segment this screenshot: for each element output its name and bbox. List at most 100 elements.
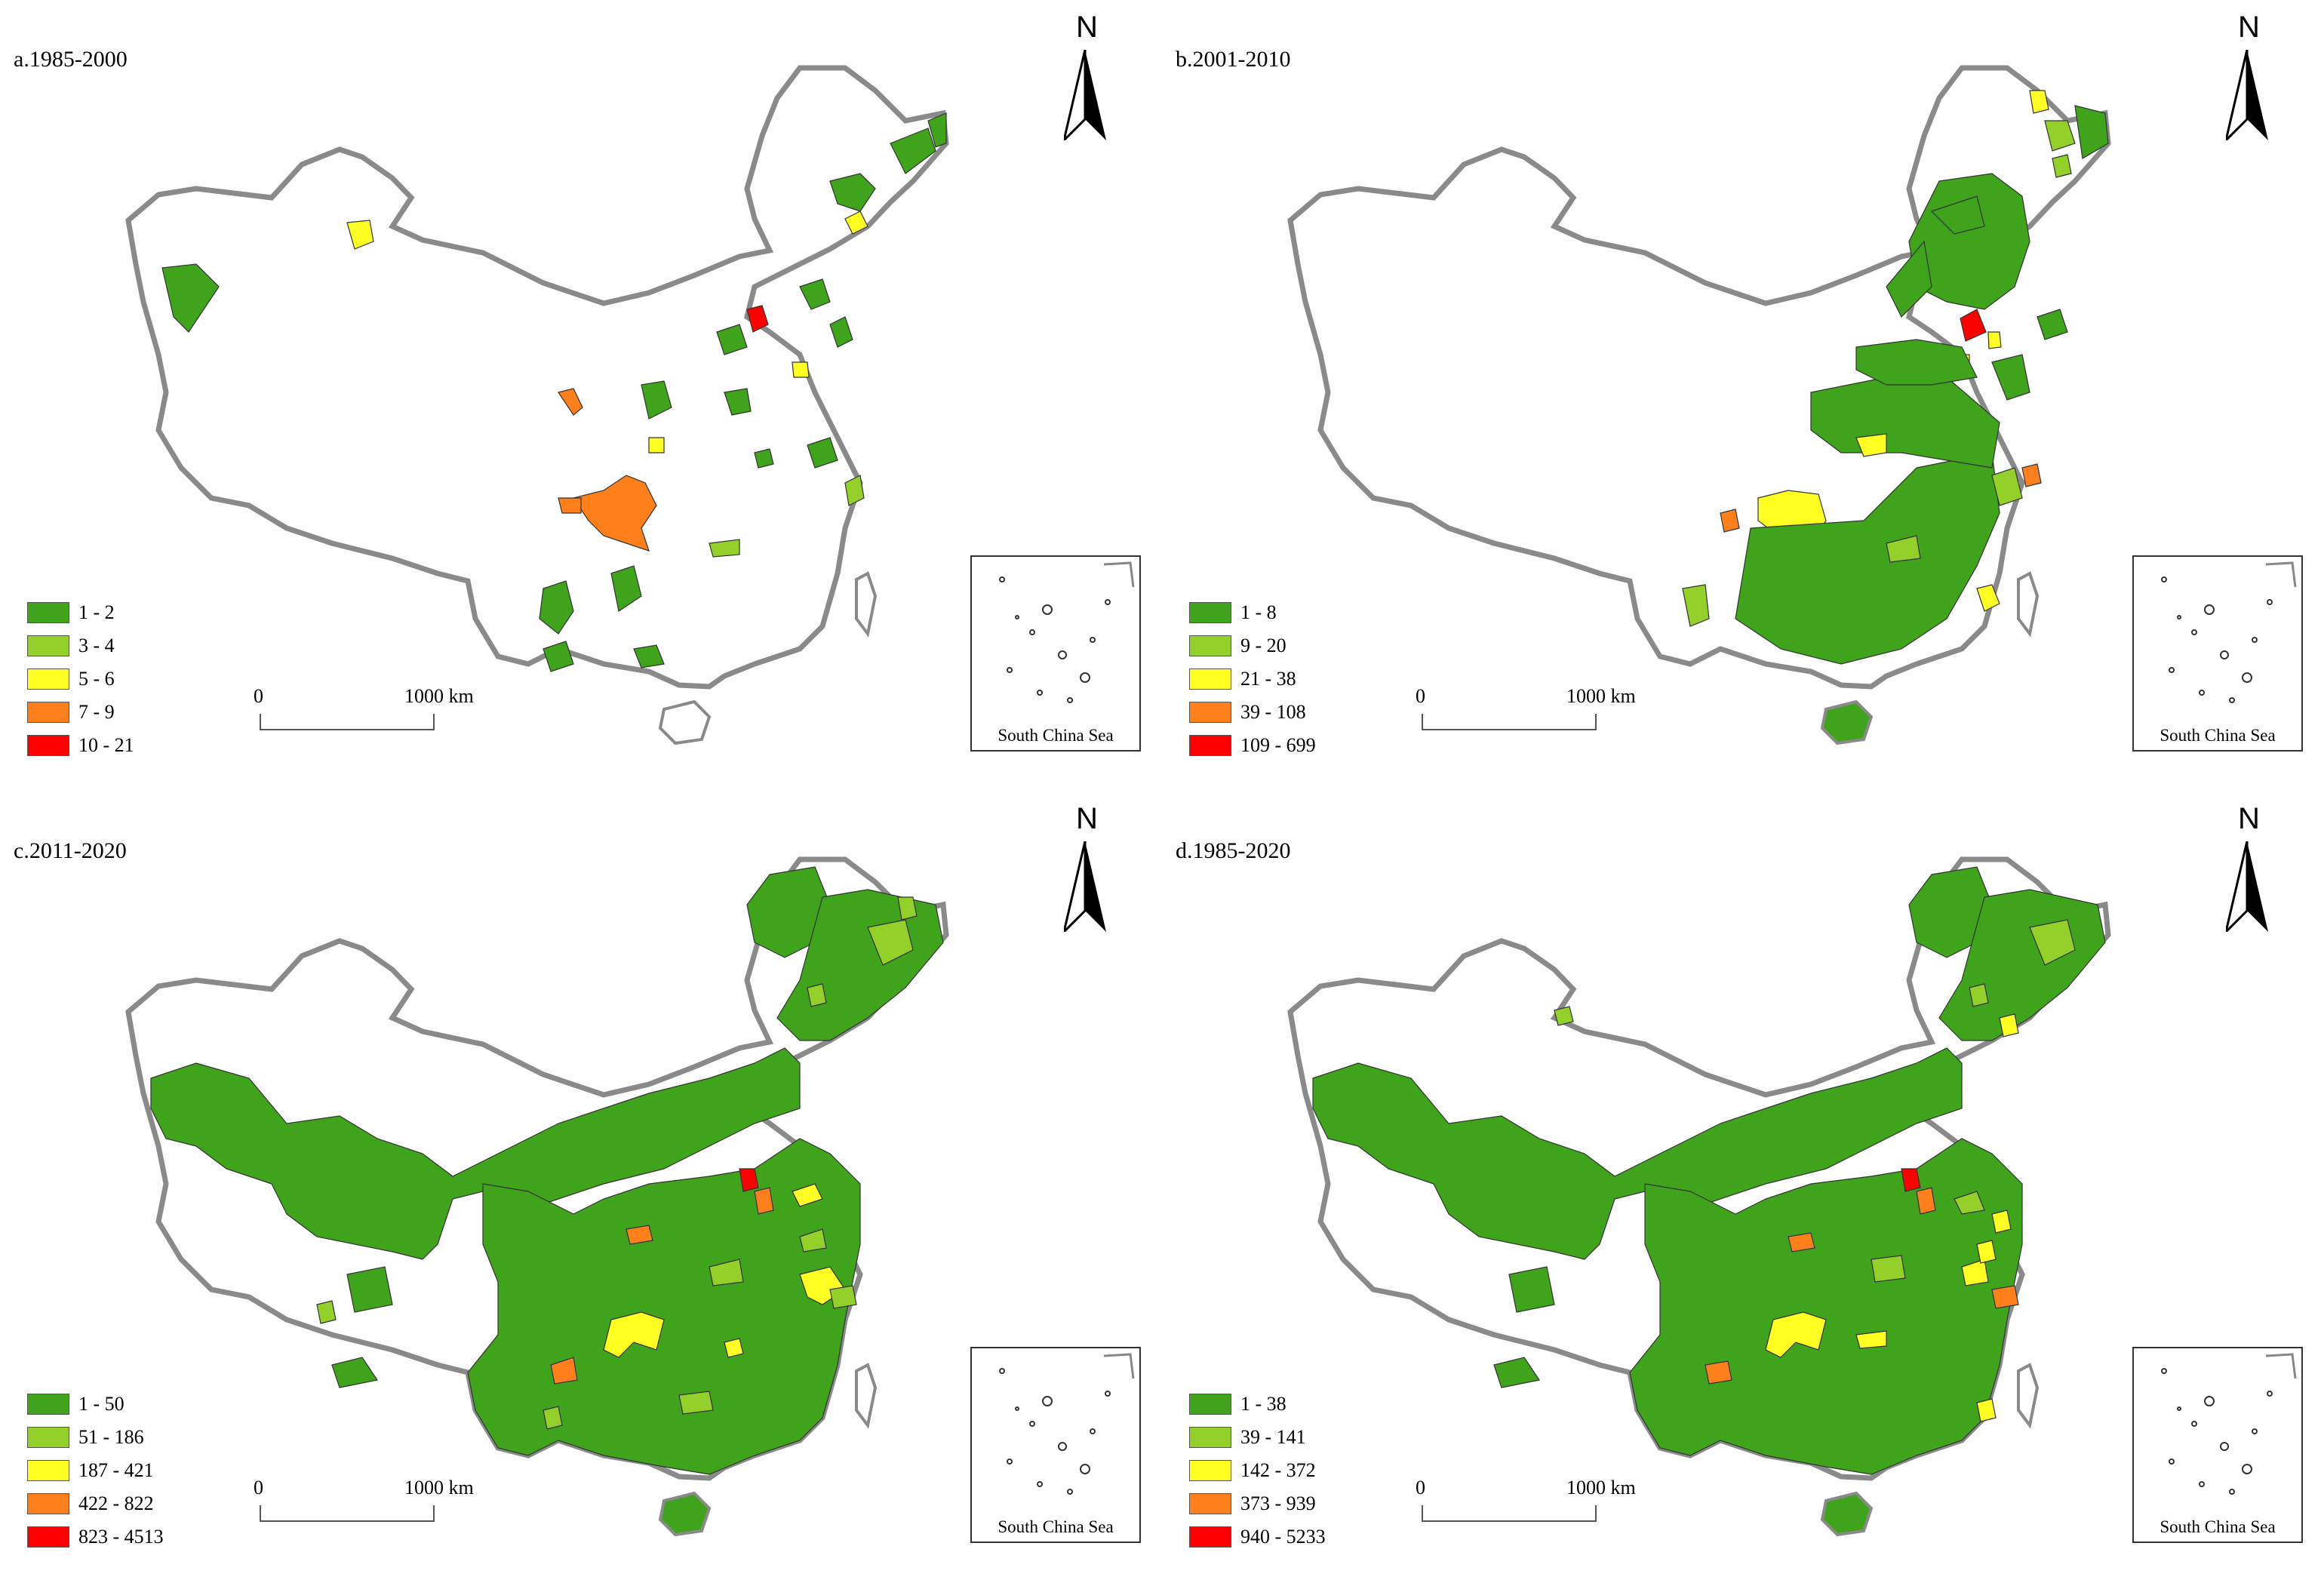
region <box>746 866 831 958</box>
legend-swatch <box>1189 1493 1231 1514</box>
taiwan-outline <box>855 571 878 638</box>
region <box>1855 1330 1887 1349</box>
panel-title: b.2001-2010 <box>1176 47 1291 72</box>
islands-icon <box>2161 561 2297 703</box>
region <box>867 919 914 966</box>
region <box>1999 1013 2019 1037</box>
legend-item: 51 - 186 <box>27 1421 164 1454</box>
region <box>2029 90 2049 114</box>
region <box>829 173 876 212</box>
legend-item: 422 - 822 <box>27 1487 164 1520</box>
region <box>1735 452 2000 665</box>
region <box>1954 1191 1985 1215</box>
region <box>1901 1168 1921 1192</box>
islands-icon <box>999 561 1135 703</box>
legend-swatch <box>27 1460 69 1481</box>
legend-label: 3 - 4 <box>78 635 115 656</box>
region <box>1705 1360 1732 1385</box>
region <box>799 1228 827 1253</box>
legend-item: 109 - 699 <box>1189 729 1316 762</box>
legend-label: 21 - 38 <box>1240 668 1296 690</box>
legend-label: 39 - 108 <box>1240 701 1306 723</box>
south-china-sea-inset: South China Sea <box>970 1347 1141 1543</box>
region <box>2044 120 2076 152</box>
region <box>2021 463 2042 487</box>
map-panel-d: d.1985-2020 1 - 38 39 - 141 142 - 372 373 -… <box>1162 792 2324 1583</box>
legend-label: 142 - 372 <box>1240 1459 1316 1481</box>
region <box>543 641 574 672</box>
region <box>633 644 665 669</box>
region <box>1969 983 1989 1007</box>
china-map <box>1287 65 2111 745</box>
region <box>1916 1187 1936 1215</box>
region <box>829 316 853 348</box>
region <box>550 1357 578 1385</box>
legend-item: 940 - 5233 <box>1189 1520 1326 1554</box>
region <box>573 475 657 552</box>
panel-title: c.2011-2020 <box>14 838 127 863</box>
region <box>2037 309 2068 340</box>
inset-label: South China Sea <box>2160 726 2276 745</box>
legend-swatch <box>27 702 69 723</box>
legend-label: 9 - 20 <box>1240 635 1286 656</box>
region <box>1991 354 2030 401</box>
region <box>1987 331 2002 349</box>
china-map <box>125 65 949 745</box>
legend-label: 422 - 822 <box>78 1492 154 1514</box>
region <box>792 361 810 378</box>
region <box>346 220 374 250</box>
legend: 1 - 2 3 - 4 5 - 6 7 - 9 10 - 21 <box>27 596 134 762</box>
legend-item: 187 - 421 <box>27 1454 164 1487</box>
north-label: N <box>1076 11 1098 44</box>
region <box>897 896 918 921</box>
inset-label: South China Sea <box>2160 1517 2276 1536</box>
hainan-outline <box>1820 1491 1874 1537</box>
region <box>641 380 672 420</box>
north-label: N <box>2238 802 2260 835</box>
legend: 1 - 50 51 - 186 187 - 421 422 - 822 823 - 45… <box>27 1388 164 1554</box>
legend-label: 51 - 186 <box>78 1426 144 1448</box>
region <box>626 1225 653 1245</box>
legend-item: 7 - 9 <box>27 696 134 729</box>
legend-label: 1 - 2 <box>78 601 115 623</box>
legend-item: 39 - 141 <box>1189 1421 1326 1454</box>
region <box>890 128 936 174</box>
north-arrow-icon <box>2226 50 2268 140</box>
inset-label: South China Sea <box>998 726 1114 745</box>
scale-zero-label: 0 <box>1416 1477 1425 1498</box>
region <box>716 324 748 355</box>
taiwan-outline <box>855 1363 878 1429</box>
region <box>799 278 831 310</box>
legend-swatch <box>1189 635 1231 656</box>
region <box>610 565 642 612</box>
region <box>739 1168 759 1192</box>
scale-zero-label: 0 <box>254 685 263 707</box>
region <box>539 580 574 635</box>
legend-swatch <box>1189 1460 1231 1481</box>
scale-zero-label: 0 <box>254 1477 263 1498</box>
legend-label: 373 - 939 <box>1240 1492 1316 1514</box>
china-map <box>125 856 949 1537</box>
legend-item: 39 - 108 <box>1189 696 1316 729</box>
legend-item: 1 - 38 <box>1189 1388 1326 1421</box>
scale-distance-label: 1000 km <box>404 685 474 707</box>
legend-swatch <box>1189 735 1231 756</box>
region <box>1886 240 1932 318</box>
north-label: N <box>2238 11 2260 44</box>
legend: 1 - 8 9 - 20 21 - 38 39 - 108 109 - 699 <box>1189 596 1316 762</box>
scale-zero-label: 0 <box>1416 685 1425 707</box>
region <box>558 497 582 514</box>
region <box>1991 1285 2019 1309</box>
scale-distance-label: 1000 km <box>1566 685 1636 707</box>
china-map <box>1287 856 2111 1537</box>
legend-item: 10 - 21 <box>27 729 134 762</box>
legend-item: 5 - 6 <box>27 662 134 696</box>
legend-item: 21 - 38 <box>1189 662 1316 696</box>
legend-item: 1 - 2 <box>27 596 134 629</box>
region <box>746 305 769 333</box>
region <box>2074 105 2109 159</box>
region <box>1871 1255 1906 1283</box>
region <box>1855 339 1978 386</box>
region <box>316 1300 337 1324</box>
region <box>1682 584 1710 627</box>
